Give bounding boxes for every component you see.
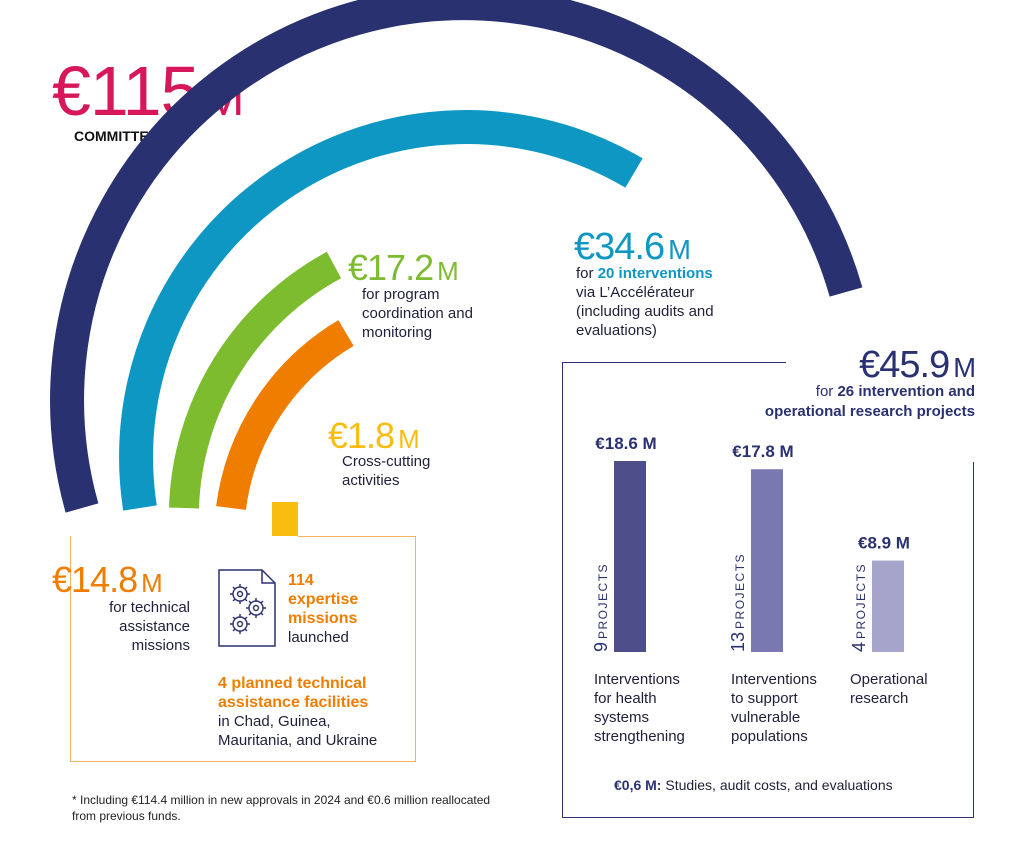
interventions-line2: via L’Accélérateur <box>576 284 695 301</box>
facilities-line4: Mauritania, and Ukraine <box>218 732 378 749</box>
research-box-right <box>973 462 974 818</box>
studies-line: €0,6 M: Studies, audit costs, and evalua… <box>614 777 893 793</box>
coordination-line1: for program <box>362 286 440 303</box>
technical-line1: for technical <box>109 599 190 616</box>
missions-block: 114 expertise missions launched <box>288 571 358 647</box>
research-bar-label-1: €18.6 M <box>595 434 656 453</box>
bar-desc-1-line3: systems <box>594 709 650 726</box>
bar-desc-3: Operational research <box>850 670 928 708</box>
missions-line2: missions <box>288 610 358 627</box>
studies-bold: €0,6 M: <box>614 777 662 793</box>
crosscutting-amount: €1.8 M <box>328 418 420 454</box>
coordination-amount: €17.2 M <box>348 250 459 286</box>
interventions-unit: M <box>668 234 691 265</box>
research-unit: M <box>953 352 976 383</box>
interventions-desc: for 20 interventions via L’Accélérateur … <box>576 264 714 340</box>
studies-text: Studies, audit costs, and evaluations <box>661 777 893 793</box>
bar-desc-2-line4: populations <box>731 728 808 745</box>
technical-box-top <box>298 536 416 537</box>
interventions-bold: 20 interventions <box>597 265 713 282</box>
bar-desc-2-line1: Interventions <box>731 671 817 688</box>
bar-desc-3-line1: Operational <box>850 671 928 688</box>
research-box <box>562 362 974 818</box>
interventions-pre: for <box>576 265 598 282</box>
research-bar-1 <box>614 461 646 652</box>
research-box-top <box>562 362 786 363</box>
bar-desc-2-line3: vulnerable <box>731 709 801 726</box>
arc-crosscutting <box>272 502 298 536</box>
missions-line3: launched <box>288 629 349 646</box>
research-bar-3 <box>872 560 904 652</box>
crosscutting-desc: Cross-cutting activities <box>342 452 430 490</box>
interventions-amount: €34.6 M <box>574 228 691 266</box>
research-amount: €45.9 M <box>820 346 976 384</box>
bar-desc-2-line2: to support <box>731 690 798 707</box>
facilities-line3: in Chad, Guinea, <box>218 713 331 730</box>
coordination-line3: monitoring <box>362 324 433 341</box>
bar-desc-3-line2: research <box>850 690 909 707</box>
coordination-desc: for program coordination and monitoring <box>362 285 473 342</box>
footnote: * Including €114.4 million in new approv… <box>72 792 490 824</box>
facilities-block: 4 planned technical assistance facilitie… <box>218 674 377 750</box>
research-bar-projects-3: 4PROJECTS <box>849 563 869 652</box>
research-bold2: operational research projects <box>764 403 975 420</box>
technical-line3: missions <box>131 637 190 654</box>
technical-unit: M <box>141 570 163 598</box>
technical-desc: for technical assistance missions <box>70 598 190 655</box>
bar-desc-1-line2: for health <box>594 690 657 707</box>
research-bar-label-3: €8.9 M <box>858 534 910 553</box>
crosscutting-unit: M <box>398 426 420 454</box>
research-value: €45.9 <box>859 344 950 386</box>
crosscutting-line1: Cross-cutting <box>342 453 431 470</box>
research-bar-2 <box>751 469 783 652</box>
committed-label: COMMITTED* <box>74 128 165 144</box>
research-desc: for 26 intervention and operational rese… <box>700 382 975 422</box>
research-bold1: 26 intervention and <box>837 383 975 400</box>
footnote-line1: * Including €114.4 million in new approv… <box>72 793 491 807</box>
research-bar-projects-1: 9PROJECTS <box>591 563 611 652</box>
arc-interventions <box>119 110 643 511</box>
interventions-line4: evaluations) <box>576 322 657 339</box>
bar-desc-1: Interventions for health systems strengt… <box>594 670 685 746</box>
facilities-line1: 4 planned technical <box>218 675 367 692</box>
research-pre: for <box>815 383 838 400</box>
technical-amount: €14.8 M <box>52 562 163 598</box>
coordination-line2: coordination and <box>362 305 473 322</box>
interventions-value: €34.6 <box>574 226 665 268</box>
research-bar-projects-2: 13PROJECTS <box>728 553 748 652</box>
bar-desc-1-line1: Interventions <box>594 671 680 688</box>
arc-coordination <box>169 251 342 509</box>
coordination-value: €17.2 <box>348 247 434 288</box>
bar-desc-2: Interventions to support vulnerable popu… <box>731 670 817 746</box>
document-gears-icon <box>218 569 276 647</box>
crosscutting-value: €1.8 <box>328 415 395 456</box>
research-bar-label-2: €17.8 M <box>732 442 793 461</box>
arc-research <box>50 0 863 513</box>
footnote-line2: from previous funds. <box>72 809 181 823</box>
interventions-line3: (including audits and <box>576 303 714 320</box>
technical-value: €14.8 <box>52 559 138 600</box>
technical-box <box>70 536 416 762</box>
coordination-unit: M <box>437 258 459 286</box>
arc-technical <box>216 320 354 511</box>
technical-line2: assistance <box>119 618 190 635</box>
crosscutting-line2: activities <box>342 472 400 489</box>
missions-count: 114 <box>288 572 314 589</box>
bar-desc-1-line4: strengthening <box>594 728 685 745</box>
missions-line1: expertise <box>288 591 359 608</box>
facilities-line2: assistance facilities <box>218 694 369 711</box>
